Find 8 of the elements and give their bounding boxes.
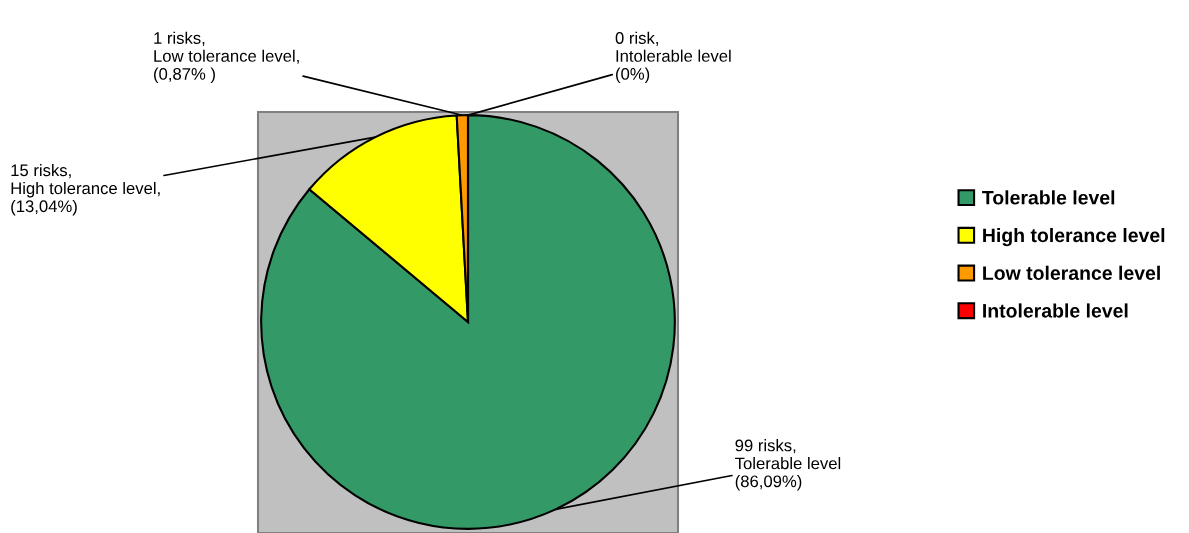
data-label: 1 risks, Low tolerance level, (0,87% ) [154, 31, 299, 84]
legend-label: High tolerance level [983, 227, 1165, 247]
legend-label: Tolerable level [982, 190, 1115, 205]
text: 0 risk, Intolerable level (0%) [615, 31, 731, 84]
legend-label: Low tolerance level [983, 265, 1160, 280]
data-label: 99 risks, Tolerable level (86,09%) [735, 439, 841, 491]
data-label: 15 risks, High tolerance level, (13,04%) [11, 163, 160, 216]
legend-label: Intolerable level [983, 303, 1128, 318]
